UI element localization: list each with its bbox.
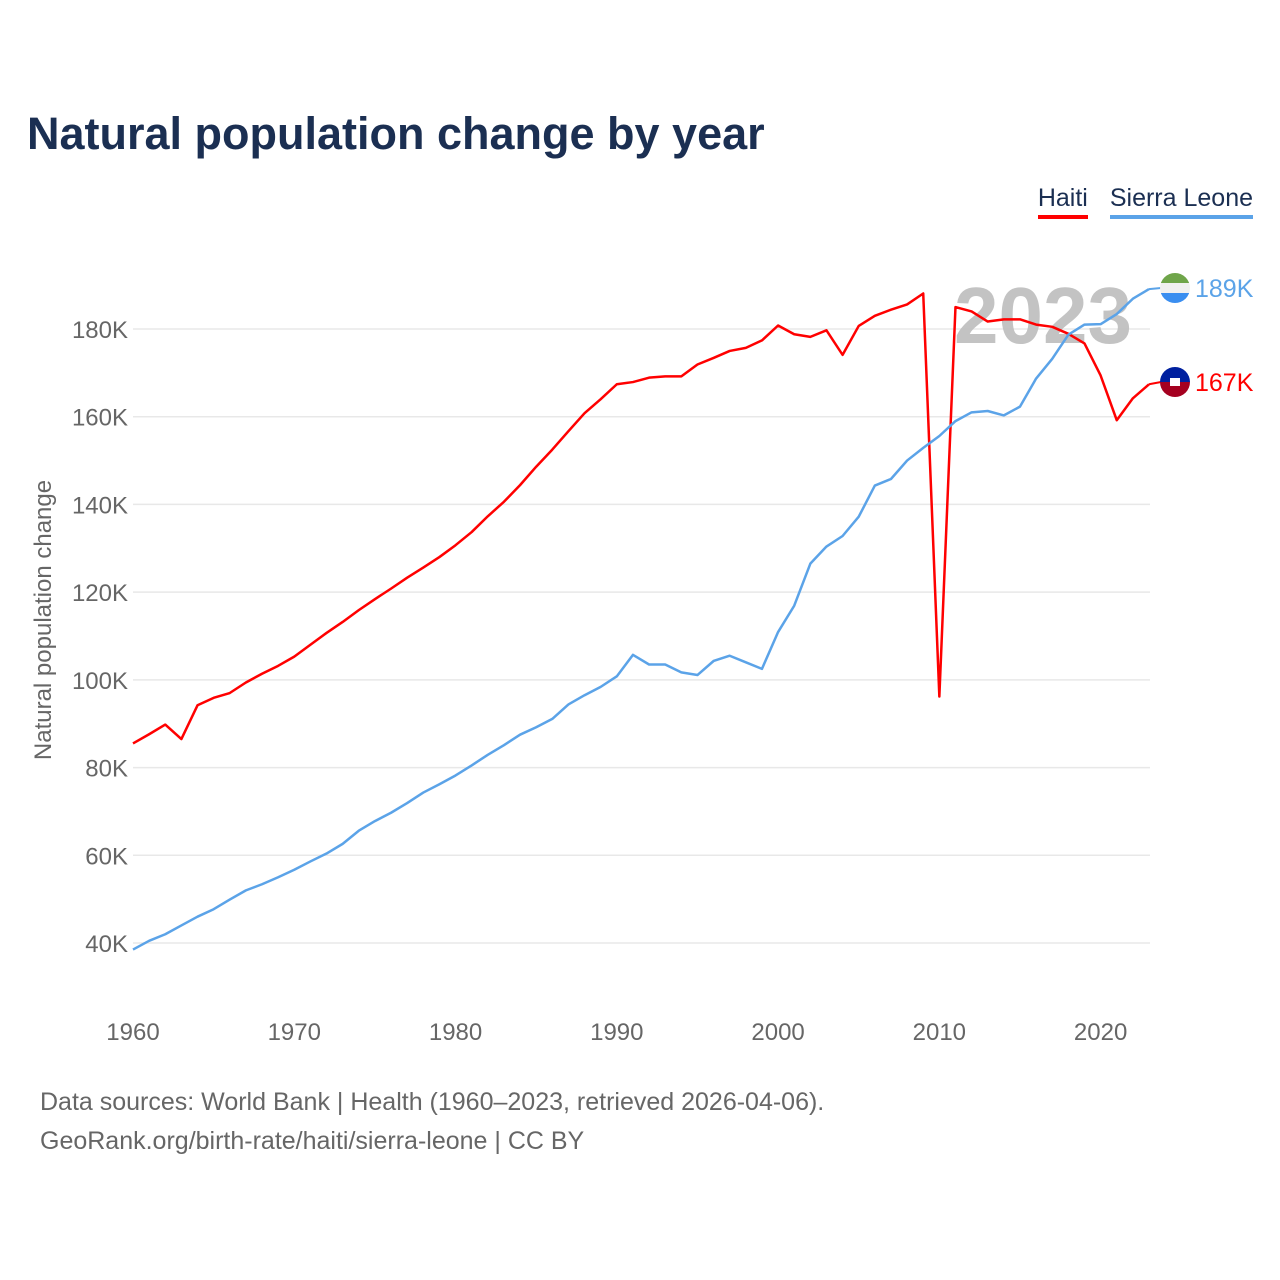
x-tick-label: 2010 <box>913 1019 966 1046</box>
y-tick-label: 40K <box>85 931 128 958</box>
end-connector <box>1148 287 1162 291</box>
end-value-label: 189K <box>1195 275 1254 303</box>
series-line-sierra-leone <box>132 288 1150 951</box>
year-watermark: 2023 <box>954 271 1132 360</box>
x-tick-label: 2000 <box>751 1019 804 1046</box>
legend: Haiti Sierra Leone <box>1037 184 1253 219</box>
y-tick-label: 160K <box>72 405 128 432</box>
x-tick-label: 2020 <box>1074 1019 1127 1046</box>
chart-title: Natural population change by year <box>27 108 765 159</box>
end-value-label: 167K <box>1195 369 1254 397</box>
y-tick-label: 100K <box>72 668 128 695</box>
y-axis-label: Natural population change <box>30 480 57 760</box>
footer-source: Data sources: World Bank | Health (1960–… <box>40 1088 825 1116</box>
haiti-flag-icon <box>1160 367 1190 397</box>
legend-item-haiti[interactable]: Haiti <box>1037 184 1088 219</box>
y-tick-label: 140K <box>72 492 128 519</box>
sierra-leone-flag-icon <box>1160 273 1190 303</box>
series-line-haiti <box>132 292 1150 745</box>
x-tick-label: 1990 <box>590 1019 643 1046</box>
y-tick-label: 60K <box>85 843 128 870</box>
legend-item-sierra-leone[interactable]: Sierra Leone <box>1109 184 1253 219</box>
end-connector <box>1148 381 1162 386</box>
y-tick-label: 80K <box>85 756 128 783</box>
y-tick-label: 120K <box>72 580 128 607</box>
footer-link[interactable]: GeoRank.org/birth-rate/haiti/sierra-leon… <box>40 1127 585 1155</box>
x-tick-label: 1960 <box>106 1019 159 1046</box>
x-tick-label: 1970 <box>268 1019 321 1046</box>
y-tick-label: 180K <box>72 317 128 344</box>
x-tick-label: 1980 <box>429 1019 482 1046</box>
